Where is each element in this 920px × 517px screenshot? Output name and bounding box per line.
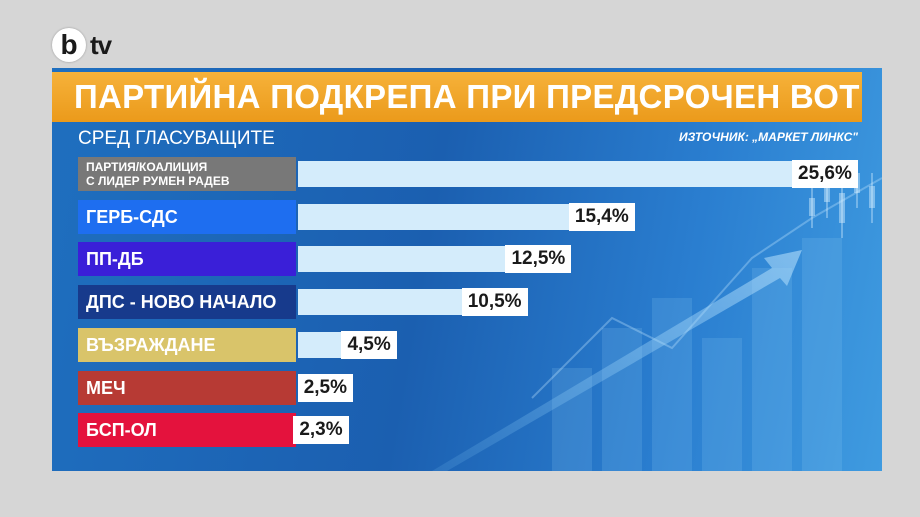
bar-value-label: 12,5% xyxy=(505,245,572,274)
bar-row: МЕЧ 2,5% xyxy=(78,370,858,405)
bar-category-label: БСП-ОЛ xyxy=(78,413,296,448)
bar-category-label: ПАРТИЯ/КОАЛИЦИЯ С ЛИДЕР РУМЕН РАДЕВ xyxy=(78,157,296,191)
bar-value-label: 25,6% xyxy=(792,160,858,188)
bar-value-label: 4,5% xyxy=(341,330,397,359)
bar-category-label-line: ПАРТИЯ/КОАЛИЦИЯ xyxy=(86,160,208,174)
bar-value-label: 2,3% xyxy=(293,416,349,445)
bar xyxy=(298,161,858,187)
bar-category-label: МЕЧ xyxy=(78,370,296,405)
bar-row: ПП-ДБ 12,5% xyxy=(78,242,858,277)
bar-row: ГЕРБ-СДС 15,4% xyxy=(78,199,858,234)
bar-category-label: ВЪЗРАЖДАНЕ xyxy=(78,327,296,362)
chart-title: ПАРТИЙНА ПОДКРЕПА ПРИ ПРЕДСРОЧЕН ВОТ xyxy=(52,72,862,122)
bar-category-label: ДПС - НОВО НАЧАЛО xyxy=(78,285,296,320)
bar-rows: ПАРТИЯ/КОАЛИЦИЯ С ЛИДЕР РУМЕН РАДЕВ 25,6% Г… xyxy=(78,157,858,457)
btv-logo: b tv xyxy=(52,28,112,62)
source-note: ИЗТОЧНИК: „МАРКЕТ ЛИНКС" xyxy=(678,130,858,144)
bar-category-label-line: С ЛИДЕР РУМЕН РАДЕВ xyxy=(86,174,230,188)
bar-row: ДПС - НОВО НАЧАЛО 10,5% xyxy=(78,285,858,320)
bar-category-label: ПП-ДБ xyxy=(78,242,296,277)
chart-panel: ПАРТИЙНА ПОДКРЕПА ПРИ ПРЕДСРОЧЕН ВОТ СРЕ… xyxy=(52,68,882,471)
bar-value-label: 10,5% xyxy=(461,288,528,317)
chart-subtitle: СРЕД ГЛАСУВАЩИТЕ xyxy=(78,128,275,149)
logo-letter: b xyxy=(52,28,86,62)
bar-value-label: 2,5% xyxy=(297,373,353,402)
bar-row: БСП-ОЛ 2,3% xyxy=(78,413,858,448)
bar-category-label: ГЕРБ-СДС xyxy=(78,199,296,234)
bar-value-label: 15,4% xyxy=(568,202,635,231)
bar-row: ВЪЗРАЖДАНЕ 4,5% xyxy=(78,327,858,362)
logo-suffix: tv xyxy=(90,29,112,60)
bar-row: ПАРТИЯ/КОАЛИЦИЯ С ЛИДЕР РУМЕН РАДЕВ 25,6% xyxy=(78,157,858,191)
background-finance-decoration xyxy=(432,163,882,471)
